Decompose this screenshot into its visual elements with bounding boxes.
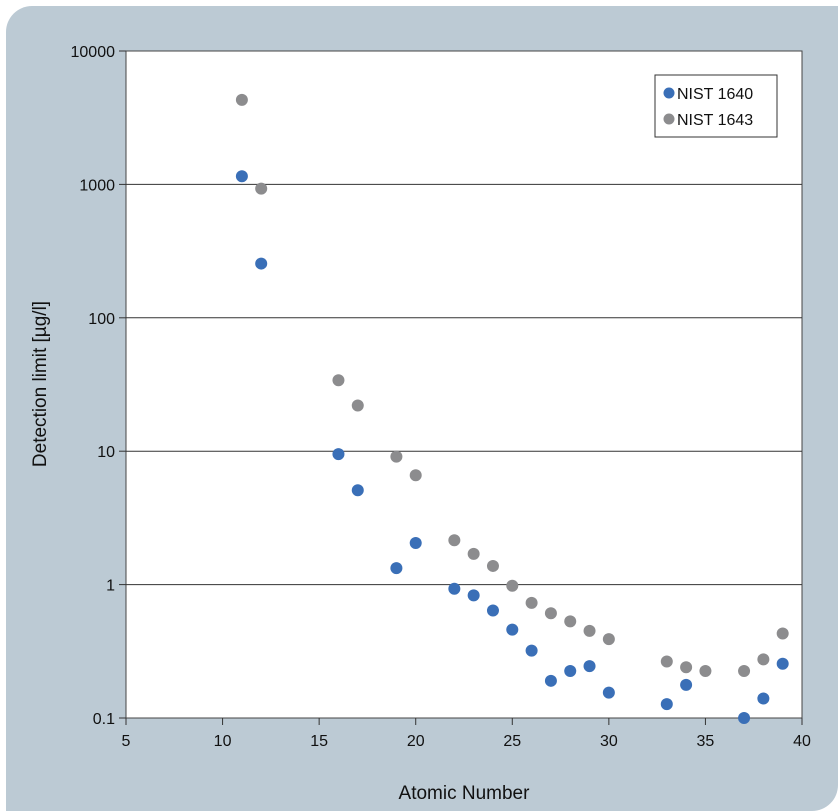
data-point-nist-1640 [255,257,268,270]
data-point-nist-1643 [602,633,615,646]
data-point-nist-1643 [660,655,673,668]
data-point-nist-1640 [235,170,248,183]
y-tick-label: 10000 [71,44,116,61]
y-tick-label: 10 [97,444,115,461]
data-point-nist-1643 [544,607,557,620]
data-point-nist-1643 [255,182,268,195]
data-point-nist-1643 [486,559,499,572]
x-tick-label: 20 [407,733,425,750]
data-point-nist-1643 [680,661,693,674]
x-tick-label: 5 [122,733,131,750]
data-point-nist-1643 [564,615,577,628]
data-points [235,93,789,724]
data-point-nist-1640 [332,448,345,461]
legend-marker-nist-1640 [663,87,675,99]
data-point-nist-1640 [544,674,557,687]
data-point-nist-1640 [757,692,770,705]
y-tick-label: 0.1 [93,711,115,728]
data-point-nist-1643 [409,469,422,482]
data-point-nist-1643 [390,450,403,463]
x-axis-title: Atomic Number [399,783,531,804]
data-point-nist-1643 [525,596,538,609]
data-point-nist-1640 [409,537,422,550]
x-tick-label: 30 [600,733,618,750]
data-point-nist-1640 [583,660,596,673]
data-point-nist-1640 [506,623,519,636]
y-tick-label: 100 [88,311,115,328]
y-axis-ticks: 0.1 1 10 100 1000 10000 [71,44,126,728]
x-tick-label: 40 [793,733,811,750]
data-point-nist-1640 [564,665,577,678]
legend-label-nist-1640: NIST 1640 [677,86,753,103]
data-point-nist-1643 [467,547,480,560]
legend: NIST 1640 NIST 1643 [654,74,778,138]
data-point-nist-1643 [351,399,364,412]
legend-label-nist-1643: NIST 1643 [677,112,753,129]
data-point-nist-1643 [506,579,519,592]
data-point-nist-1640 [660,698,673,711]
data-point-nist-1640 [776,657,789,670]
data-point-nist-1640 [351,484,364,497]
legend-marker-nist-1643 [663,113,675,125]
data-point-nist-1640 [680,678,693,691]
data-point-nist-1643 [738,665,751,678]
legend-box [654,74,778,138]
x-tick-label: 25 [503,733,521,750]
data-point-nist-1640 [525,644,538,657]
x-tick-label: 10 [214,733,232,750]
data-point-nist-1643 [332,374,345,387]
y-tick-label: 1 [106,578,115,595]
data-point-nist-1643 [448,534,461,547]
x-tick-label: 35 [697,733,715,750]
data-point-nist-1640 [486,604,499,617]
x-tick-label: 15 [310,733,328,750]
data-point-nist-1640 [448,582,461,595]
data-point-nist-1640 [390,562,403,575]
plot-area [125,50,803,719]
data-point-nist-1643 [583,624,596,637]
data-point-nist-1643 [757,653,770,666]
y-axis-title: Detection limit [µg/l] [30,301,51,467]
data-point-nist-1643 [699,665,712,678]
data-point-nist-1640 [738,712,751,724]
data-point-nist-1640 [467,589,480,602]
data-point-nist-1643 [776,627,789,640]
gridlines [126,183,802,586]
y-tick-label: 1000 [79,177,115,194]
x-axis-ticks: 5 10 15 20 25 30 35 40 [122,718,811,750]
data-point-nist-1640 [602,686,615,699]
data-point-nist-1643 [235,93,248,106]
